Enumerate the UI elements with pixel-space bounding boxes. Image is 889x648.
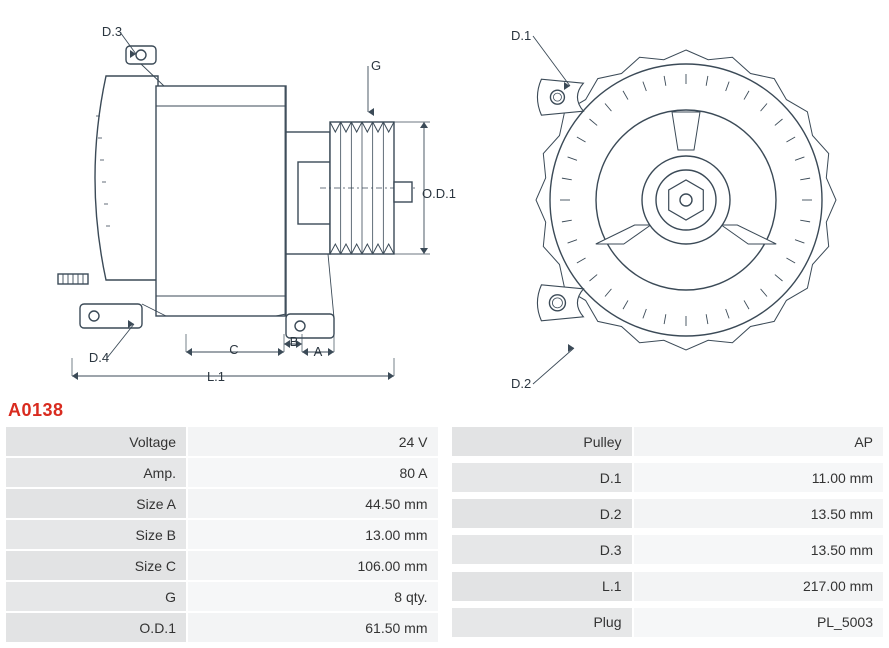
spec-value: 8 qty. — [188, 582, 438, 611]
spec-value: 217.00 mm — [634, 572, 884, 601]
spec-label: Plug — [452, 608, 632, 637]
technical-drawings: D.3 D.4 G O.D.1 AB C L.1 D.1 D.2 — [6, 4, 883, 394]
spec-value: 13.50 mm — [634, 535, 884, 564]
spec-label: D.2 — [452, 499, 632, 528]
spec-label: Voltage — [6, 427, 186, 456]
spec-value: 80 A — [188, 458, 438, 487]
svg-text:D.4: D.4 — [89, 350, 109, 365]
svg-text:G: G — [371, 58, 381, 73]
svg-text:A: A — [314, 344, 323, 359]
page-root: D.3D.4GO.D.1ABCL.1D.1D.2 A0138 Voltage24… — [0, 0, 889, 648]
svg-text:D.1: D.1 — [511, 28, 531, 43]
spec-label: D.3 — [452, 535, 632, 564]
spec-grid: Voltage24 VAmp.80 ASize A44.50 mmSize B1… — [6, 427, 883, 642]
spec-label: D.1 — [452, 463, 632, 492]
spec-label: L.1 — [452, 572, 632, 601]
spec-value: 61.50 mm — [188, 613, 438, 642]
spec-label: Size C — [6, 551, 186, 580]
spec-value: 13.00 mm — [188, 520, 438, 549]
spec-value: PL_5003 — [634, 608, 884, 637]
spec-value: AP — [634, 427, 884, 456]
svg-text:L.1: L.1 — [207, 369, 225, 384]
spec-label: Size A — [6, 489, 186, 518]
spec-label: O.D.1 — [6, 613, 186, 642]
spec-label: Size B — [6, 520, 186, 549]
svg-text:D.3: D.3 — [102, 24, 122, 39]
spec-value: 13.50 mm — [634, 499, 884, 528]
svg-text:D.2: D.2 — [511, 376, 531, 391]
spec-column-right: PulleyAPD.111.00 mmD.213.50 mmD.313.50 m… — [452, 427, 884, 642]
spec-label: Pulley — [452, 427, 632, 456]
drawings-svg: D.3 D.4 G O.D.1 AB C L.1 D.1 D.2 — [6, 4, 889, 394]
svg-text:C: C — [229, 342, 238, 357]
spec-column-left: Voltage24 VAmp.80 ASize A44.50 mmSize B1… — [6, 427, 438, 642]
svg-text:B: B — [290, 334, 299, 349]
part-number: A0138 — [8, 400, 883, 421]
spec-value: 24 V — [188, 427, 438, 456]
spec-label: Amp. — [6, 458, 186, 487]
spec-value: 11.00 mm — [634, 463, 884, 492]
spec-value: 106.00 mm — [188, 551, 438, 580]
spec-value: 44.50 mm — [188, 489, 438, 518]
svg-text:O.D.1: O.D.1 — [422, 186, 456, 201]
spec-label: G — [6, 582, 186, 611]
